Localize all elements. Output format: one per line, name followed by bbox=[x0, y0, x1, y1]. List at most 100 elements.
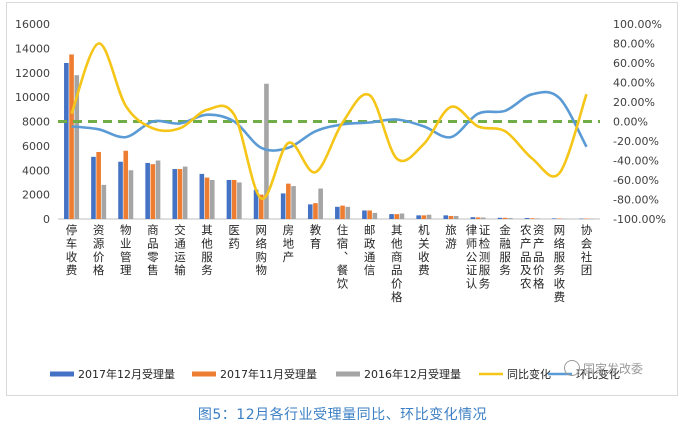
bar bbox=[557, 218, 562, 220]
bar bbox=[551, 218, 557, 219]
bar bbox=[535, 218, 540, 219]
bar bbox=[372, 212, 378, 219]
right-axis-tick-label: 40.00% bbox=[613, 77, 655, 90]
bar-series bbox=[64, 54, 594, 220]
bar bbox=[264, 83, 269, 219]
left-axis-tick-label: 6000 bbox=[22, 140, 50, 153]
watermark: 国家发改委 bbox=[564, 360, 643, 377]
category-label: 教育 bbox=[310, 223, 322, 250]
legend-label: 2017年12月受理量 bbox=[78, 367, 175, 381]
bar bbox=[318, 188, 323, 219]
category-label: 邮政通信 bbox=[364, 223, 376, 277]
bar bbox=[101, 184, 107, 219]
bar bbox=[480, 217, 486, 219]
bar bbox=[280, 193, 286, 219]
bar bbox=[475, 217, 481, 219]
right-axis-tick-label: -40.00% bbox=[613, 155, 659, 168]
right-axis-ticks: -100.00% -80.00% -60.00% -40.00% -20.00% 0.00… bbox=[613, 18, 666, 226]
combo-chart: 0 2000 4000 6000 8000 10000 12000 14000 16000 -1… bbox=[15, 18, 666, 381]
bar bbox=[209, 180, 215, 219]
right-axis-tick-label: 0.00% bbox=[613, 116, 648, 129]
category-label: 医药 bbox=[228, 223, 240, 250]
bar bbox=[128, 170, 134, 219]
category-labels: 停车收费 资源价格 物业管理 商品零售 交通运输 其他服务 医药 网络购物 房地产 教育 住宿︑餐饮… bbox=[66, 223, 593, 304]
bar bbox=[345, 206, 351, 219]
bar bbox=[258, 194, 264, 219]
bar bbox=[508, 218, 513, 219]
category-label: 商品零售 bbox=[147, 223, 159, 277]
watermark-text: 国家发改委 bbox=[583, 362, 644, 376]
left-axis-tick-label: 16000 bbox=[15, 18, 50, 31]
bar bbox=[199, 173, 205, 219]
bar bbox=[291, 186, 296, 219]
bar bbox=[562, 218, 567, 220]
left-axis-tick-label: 8000 bbox=[22, 116, 50, 129]
bar bbox=[443, 215, 449, 219]
bar bbox=[335, 206, 340, 219]
legend-swatch bbox=[336, 371, 360, 377]
left-axis-tick-label: 10000 bbox=[15, 91, 50, 104]
category-label: 金融服务 bbox=[499, 223, 511, 277]
bar bbox=[145, 162, 150, 219]
category-label: 其他商品价格 bbox=[391, 223, 403, 304]
bar bbox=[91, 156, 96, 219]
legend-label: 2016年12月受理量 bbox=[364, 367, 461, 381]
bar bbox=[470, 217, 476, 219]
bar bbox=[589, 218, 594, 220]
bar bbox=[524, 218, 530, 219]
right-axis-tick-label: -80.00% bbox=[613, 194, 659, 207]
bar bbox=[150, 164, 156, 219]
bar bbox=[362, 210, 367, 219]
category-label: 其他服务 bbox=[201, 223, 213, 277]
category-label: 网络购物 bbox=[256, 223, 268, 277]
right-axis-tick-label: -60.00% bbox=[613, 174, 659, 187]
bar bbox=[307, 204, 313, 219]
bar bbox=[340, 205, 345, 219]
bar bbox=[64, 63, 69, 219]
category-label: 交通运输 bbox=[174, 223, 186, 277]
category-label: 律师公证认证检测服务 bbox=[466, 223, 491, 291]
bar bbox=[253, 189, 259, 219]
category-label: 住宿︑餐饮 bbox=[337, 223, 349, 291]
series-line bbox=[70, 42, 588, 200]
right-axis-tick-label: 100.00% bbox=[613, 18, 662, 31]
bar bbox=[313, 203, 318, 219]
figure-caption: 图5：12月各行业受理量同比、环比变化情况 bbox=[197, 407, 488, 423]
legend-swatch bbox=[50, 371, 74, 377]
left-axis-ticks: 0 2000 4000 6000 8000 10000 12000 14000 16000 bbox=[15, 18, 50, 226]
bar bbox=[584, 218, 589, 220]
left-axis-tick-label: 4000 bbox=[22, 164, 50, 177]
bar bbox=[497, 217, 503, 219]
bar bbox=[74, 75, 80, 219]
chart-legend: 2017年12月受理量 2017年11月受理量 2016年12月受理量 同比变化 环比变… bbox=[50, 367, 620, 381]
bar bbox=[69, 54, 74, 219]
left-axis-tick-label: 2000 bbox=[22, 189, 50, 202]
category-label: 房地产 bbox=[283, 223, 295, 264]
right-axis-tick-label: 60.00% bbox=[613, 57, 655, 70]
category-label: 农产品及农资产品价格 bbox=[520, 223, 545, 291]
bar bbox=[578, 218, 584, 220]
category-label: 机关收费 bbox=[418, 223, 430, 277]
right-axis-tick-label: -20.00% bbox=[613, 135, 659, 148]
bar bbox=[231, 180, 237, 219]
bar bbox=[529, 218, 535, 219]
legend-label: 同比变化 bbox=[507, 367, 551, 381]
wechat-logo-icon bbox=[564, 360, 580, 376]
bar bbox=[453, 215, 459, 219]
bar bbox=[226, 180, 232, 219]
bar bbox=[204, 177, 210, 219]
bar bbox=[426, 214, 432, 219]
bar bbox=[394, 214, 400, 219]
bar bbox=[172, 169, 178, 219]
bar bbox=[155, 160, 161, 219]
category-label: 物业管理 bbox=[120, 223, 132, 277]
bar bbox=[389, 214, 394, 219]
bar bbox=[177, 169, 183, 219]
legend-label: 2017年11月受理量 bbox=[220, 367, 317, 381]
category-label: 协会社团 bbox=[581, 223, 593, 277]
bar bbox=[416, 215, 421, 219]
left-axis-tick-label: 0 bbox=[43, 213, 50, 226]
series-line bbox=[71, 90, 588, 152]
bar bbox=[123, 150, 129, 219]
bar bbox=[286, 183, 291, 219]
